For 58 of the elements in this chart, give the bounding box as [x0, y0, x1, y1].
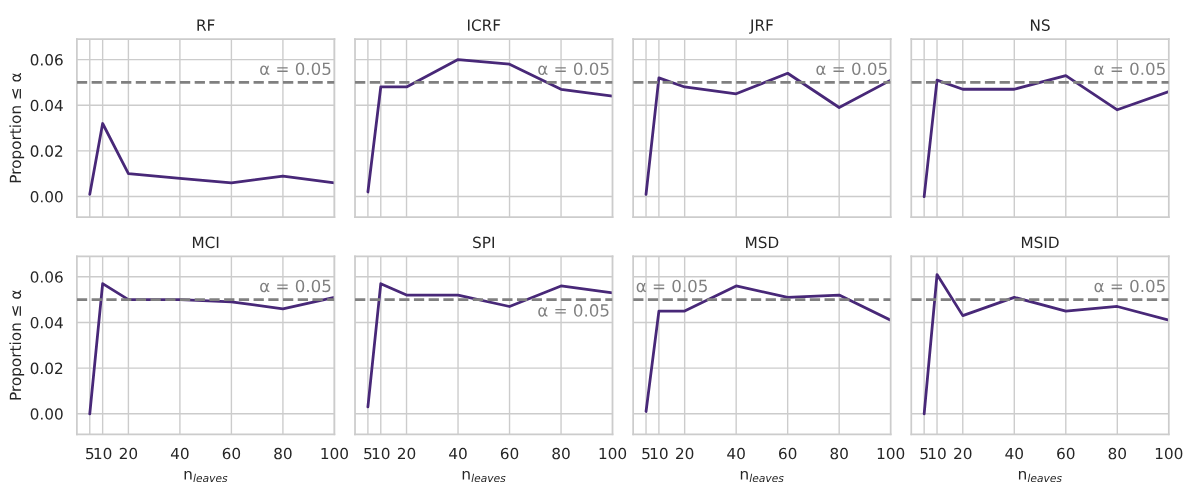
x-tick-label: 20: [119, 447, 138, 460]
chart-title: ICRF: [468, 19, 501, 31]
ref-line-label: α = 0.05: [636, 279, 707, 293]
x-tick-label: 5: [364, 447, 372, 460]
x-axis-title: n$_{leaves}$: [462, 470, 506, 483]
x-tick-label: 40: [1005, 447, 1023, 460]
x-tick-label: 80: [274, 447, 292, 460]
y-tick-label: 0.02: [30, 145, 63, 157]
chart-title: MCI: [192, 236, 219, 249]
x-tick-label: 60: [779, 447, 797, 460]
x-axis-title: n$_{leaves}$: [740, 470, 784, 483]
x-tick-label: 5: [86, 447, 94, 460]
x-tick-label: 100: [599, 447, 627, 460]
ref-line-label: α = 0.05: [816, 62, 887, 76]
ref-line-label: α = 0.05: [1094, 279, 1165, 293]
y-tick-label: 0.06: [30, 271, 63, 283]
x-tick-label: 60: [500, 447, 519, 460]
x-tick-label: 100: [321, 447, 348, 460]
y-tick-label: 0.04: [30, 99, 63, 112]
x-tick-label: 10: [372, 447, 390, 460]
chart-title: NS: [1030, 19, 1050, 31]
x-tick-label: 10: [94, 447, 112, 460]
x-tick-label: 5: [920, 447, 928, 460]
x-tick-label: 80: [552, 447, 570, 460]
ref-line-label: α = 0.05: [1094, 62, 1165, 76]
x-tick-label: 5: [642, 447, 650, 460]
x-tick-label: 60: [222, 447, 241, 460]
chart-title: MSD: [746, 236, 779, 249]
x-tick-label: 100: [1155, 447, 1183, 460]
x-axis-title: n$_{leaves}$: [184, 470, 228, 483]
x-tick-label: 20: [676, 447, 694, 460]
ref-line-label: α = 0.05: [260, 62, 331, 76]
x-tick-label: 40: [449, 447, 467, 460]
y-axis-title: Proportion ≤ α: [9, 290, 25, 400]
x-tick-label: 10: [928, 447, 946, 460]
x-tick-label: 40: [170, 447, 189, 460]
x-tick-label: 40: [727, 447, 745, 460]
x-tick-label: 100: [877, 447, 905, 460]
chart-title: JRF: [749, 19, 773, 34]
x-tick-label: 80: [830, 447, 848, 460]
x-tick-label: 20: [397, 447, 416, 460]
y-tick-label: 0.02: [30, 362, 63, 375]
x-tick-label: 80: [1108, 447, 1126, 460]
ref-line-label: α = 0.05: [538, 304, 609, 317]
chart-title: SPI: [473, 236, 494, 249]
x-axis-title: n$_{leaves}$: [1018, 470, 1062, 483]
x-tick-label: 60: [1057, 447, 1075, 460]
ref-line-label: α = 0.05: [260, 279, 331, 293]
y-tick-label: 0.06: [30, 54, 63, 66]
y-tick-label: 0.00: [30, 191, 63, 203]
y-tick-label: 0.00: [30, 408, 63, 420]
x-tick-label: 20: [954, 447, 972, 460]
ref-line-label: α = 0.05: [538, 62, 609, 76]
y-tick-label: 0.04: [30, 316, 63, 329]
y-axis-title: Proportion ≤ α: [9, 73, 25, 183]
x-tick-label: 10: [650, 447, 668, 460]
chart-title: RF: [197, 19, 215, 31]
chart-title: MSID: [1021, 236, 1059, 249]
